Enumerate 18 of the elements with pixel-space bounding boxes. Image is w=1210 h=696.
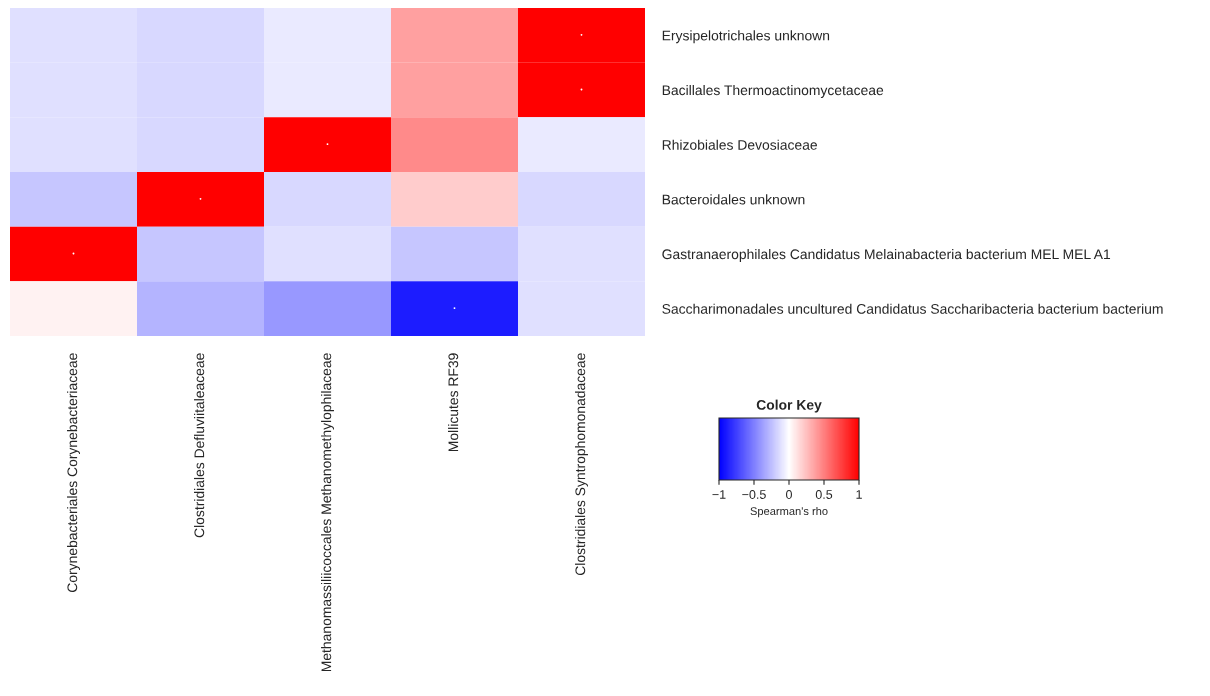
- y-tick-label: Bacteroidales unknown: [662, 194, 805, 205]
- color-bar-label: 1: [856, 490, 862, 499]
- x-tick-label: Clostridiales Syntrophomonadaceae: [575, 353, 588, 576]
- color-bar-label: 0: [786, 490, 792, 499]
- x-tick-label: Clostridiales Defluviitaleaceae: [194, 353, 205, 538]
- x-tick-label: Mollicutes RF39: [448, 353, 459, 452]
- y-tick-label: Bacillales Thermoactinomycetaceae: [662, 84, 884, 98]
- legend-title: Color Key: [756, 399, 822, 413]
- color-bar-title: Spearman's rho: [750, 506, 828, 518]
- x-tick-label: Corynebacteriales Corynebacteriaceae: [67, 353, 80, 593]
- color-bar-label: −0.5: [742, 490, 766, 499]
- x-tick-label: Methanomassiliicoccales Methanomethylophilaceae: [321, 353, 334, 672]
- color-bar-label: 0.5: [815, 490, 833, 499]
- y-tick-label: Rhizobiales Devosiaceae: [662, 139, 817, 150]
- y-tick-label: Saccharimonadales uncultured Candidatus Saccharibacteria bacterium bacterium: [662, 303, 1163, 314]
- color-bar-label: −1: [712, 490, 726, 499]
- y-tick-label: Gastranaerophilales Candidatus Melainabacteria bacterium MEL MEL A1: [662, 248, 1111, 262]
- y-tick-label: Erysipelotrichales unknown: [662, 30, 830, 44]
